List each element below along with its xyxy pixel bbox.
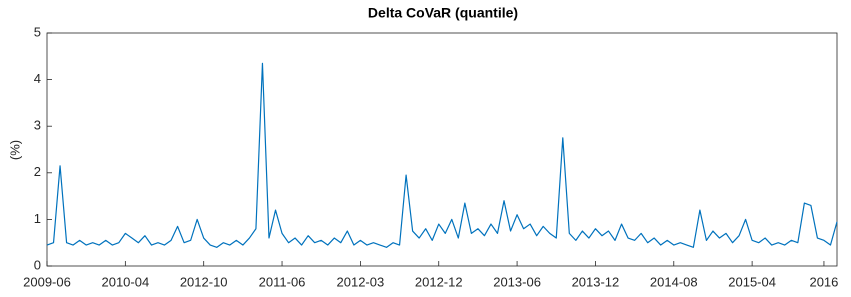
x-tick-label: 2013-06 bbox=[493, 274, 541, 289]
y-tick-label: 4 bbox=[34, 71, 41, 86]
y-axis-label: (%) bbox=[7, 140, 22, 160]
y-tick-label: 5 bbox=[34, 24, 41, 39]
x-tick-label: 2013-12 bbox=[572, 274, 620, 289]
x-tick-label: 2015-04 bbox=[728, 274, 776, 289]
x-tick-label: 2016 bbox=[809, 274, 838, 289]
x-tick-label: 2012-10 bbox=[180, 274, 228, 289]
x-tick-label: 2011-06 bbox=[259, 274, 306, 289]
y-tick-label: 3 bbox=[34, 118, 41, 133]
y-tick-label: 1 bbox=[34, 211, 41, 226]
x-tick-label: 2012-12 bbox=[415, 274, 463, 289]
chart-title: Delta CoVaR (quantile) bbox=[368, 5, 518, 21]
data-line bbox=[47, 63, 837, 247]
y-tick-label: 2 bbox=[34, 164, 41, 179]
x-tick-label: 2010-04 bbox=[101, 274, 149, 289]
x-tick-label: 2012-03 bbox=[337, 274, 385, 289]
plot-frame bbox=[47, 33, 837, 266]
y-tick-label: 0 bbox=[34, 257, 41, 272]
x-tick-label: 2009-06 bbox=[23, 274, 71, 289]
x-tick-label: 2014-08 bbox=[650, 274, 698, 289]
chart: Delta CoVaR (quantile) (%) 0 1 2 3 4 5 2009-06… bbox=[0, 0, 851, 297]
